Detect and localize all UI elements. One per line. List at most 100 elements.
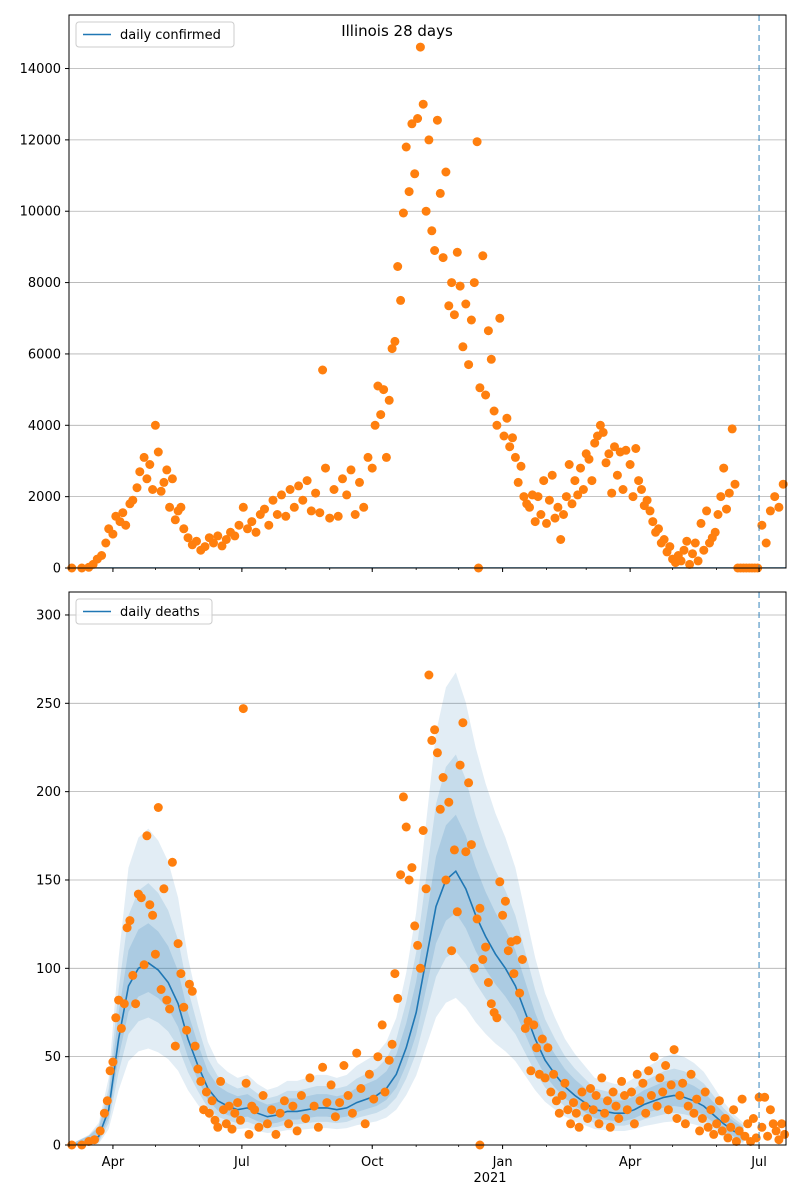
- data-point: [529, 1020, 539, 1030]
- data-point: [519, 492, 529, 502]
- data-point: [590, 438, 600, 448]
- data-point: [641, 1108, 651, 1118]
- data-point: [512, 935, 522, 945]
- data-point: [438, 773, 448, 782]
- data-point: [288, 1101, 298, 1111]
- data-point: [502, 413, 512, 423]
- data-point: [683, 1101, 693, 1111]
- data-point: [723, 1133, 733, 1143]
- data-point: [748, 1114, 758, 1123]
- data-point: [546, 1087, 556, 1097]
- data-point: [458, 718, 468, 728]
- data-point: [503, 946, 513, 956]
- data-point: [547, 470, 557, 480]
- data-point: [578, 485, 588, 494]
- data-point: [435, 804, 445, 814]
- data-point: [642, 495, 652, 505]
- data-point: [343, 1091, 353, 1100]
- data-point: [486, 999, 496, 1009]
- data-point: [359, 502, 369, 512]
- data-point: [352, 1048, 362, 1058]
- data-point: [563, 1105, 573, 1115]
- y-tick-label: 200: [36, 785, 61, 800]
- data-point: [483, 978, 493, 987]
- data-point: [407, 119, 417, 129]
- data-point: [665, 542, 675, 552]
- data-point: [142, 474, 152, 484]
- y-tick-label: 250: [36, 697, 61, 712]
- legend-label: daily confirmed: [120, 28, 221, 43]
- data-point: [692, 1094, 702, 1104]
- data-point: [413, 114, 423, 123]
- data-point: [184, 979, 194, 989]
- data-point: [516, 461, 526, 471]
- data-point: [238, 502, 248, 512]
- data-point: [210, 1115, 220, 1125]
- data-point: [145, 460, 155, 469]
- data-point: [464, 360, 474, 370]
- data-point: [500, 896, 510, 906]
- data-point: [153, 447, 163, 457]
- data-point: [404, 187, 414, 197]
- data-point: [543, 1043, 553, 1053]
- data-point: [444, 797, 454, 807]
- data-point: [99, 1108, 109, 1118]
- data-point: [170, 1041, 180, 1051]
- y-tick-label: 0: [53, 1139, 61, 1154]
- data-point: [510, 452, 520, 462]
- data-point: [461, 847, 471, 857]
- data-point: [179, 1002, 189, 1012]
- data-point: [424, 135, 434, 145]
- data-point: [449, 310, 459, 320]
- x-tick-label: Jul: [750, 1155, 767, 1170]
- data-point: [251, 527, 261, 537]
- axes-frame: [68, 14, 787, 569]
- data-point: [452, 907, 462, 917]
- data-point: [600, 1108, 610, 1118]
- data-point: [238, 704, 248, 714]
- data-point: [444, 301, 454, 311]
- data-point: [614, 1114, 624, 1123]
- data-point: [669, 1045, 679, 1055]
- data-point: [646, 1091, 656, 1100]
- data-point: [192, 536, 201, 546]
- data-point: [598, 427, 608, 437]
- data-point: [586, 1084, 595, 1093]
- data-point: [404, 875, 414, 885]
- data-point: [142, 831, 152, 841]
- data-point: [162, 465, 172, 475]
- data-point: [321, 463, 330, 473]
- data-point: [102, 1096, 112, 1106]
- data-point: [469, 963, 479, 973]
- data-point: [587, 476, 597, 486]
- data-point: [583, 1114, 593, 1123]
- data-point: [530, 517, 540, 527]
- data-point: [418, 99, 428, 109]
- data-point: [201, 1087, 211, 1097]
- data-point: [236, 1115, 245, 1125]
- data-point: [726, 1122, 736, 1132]
- data-point: [611, 1101, 621, 1111]
- year-label: 2021: [473, 1171, 506, 1186]
- data-point: [678, 1078, 688, 1088]
- y-tick-label: 4000: [28, 419, 61, 434]
- data-point: [122, 923, 132, 933]
- data-point: [676, 556, 686, 566]
- data-point: [370, 420, 380, 430]
- data-point: [780, 1129, 790, 1139]
- data-point: [730, 479, 740, 489]
- data-point: [663, 1105, 673, 1115]
- data-point: [150, 420, 160, 430]
- data-point: [447, 946, 457, 956]
- data-point: [449, 845, 459, 855]
- data-point: [148, 910, 158, 920]
- data-point: [209, 538, 218, 548]
- legend: daily confirmed: [75, 21, 235, 48]
- data-point: [128, 970, 138, 980]
- data-point: [292, 1126, 302, 1136]
- scatter-points: [67, 670, 790, 1150]
- y-tick-label: 6000: [28, 347, 61, 362]
- data-point: [390, 336, 400, 346]
- data-point: [778, 479, 788, 489]
- data-point: [689, 1108, 699, 1118]
